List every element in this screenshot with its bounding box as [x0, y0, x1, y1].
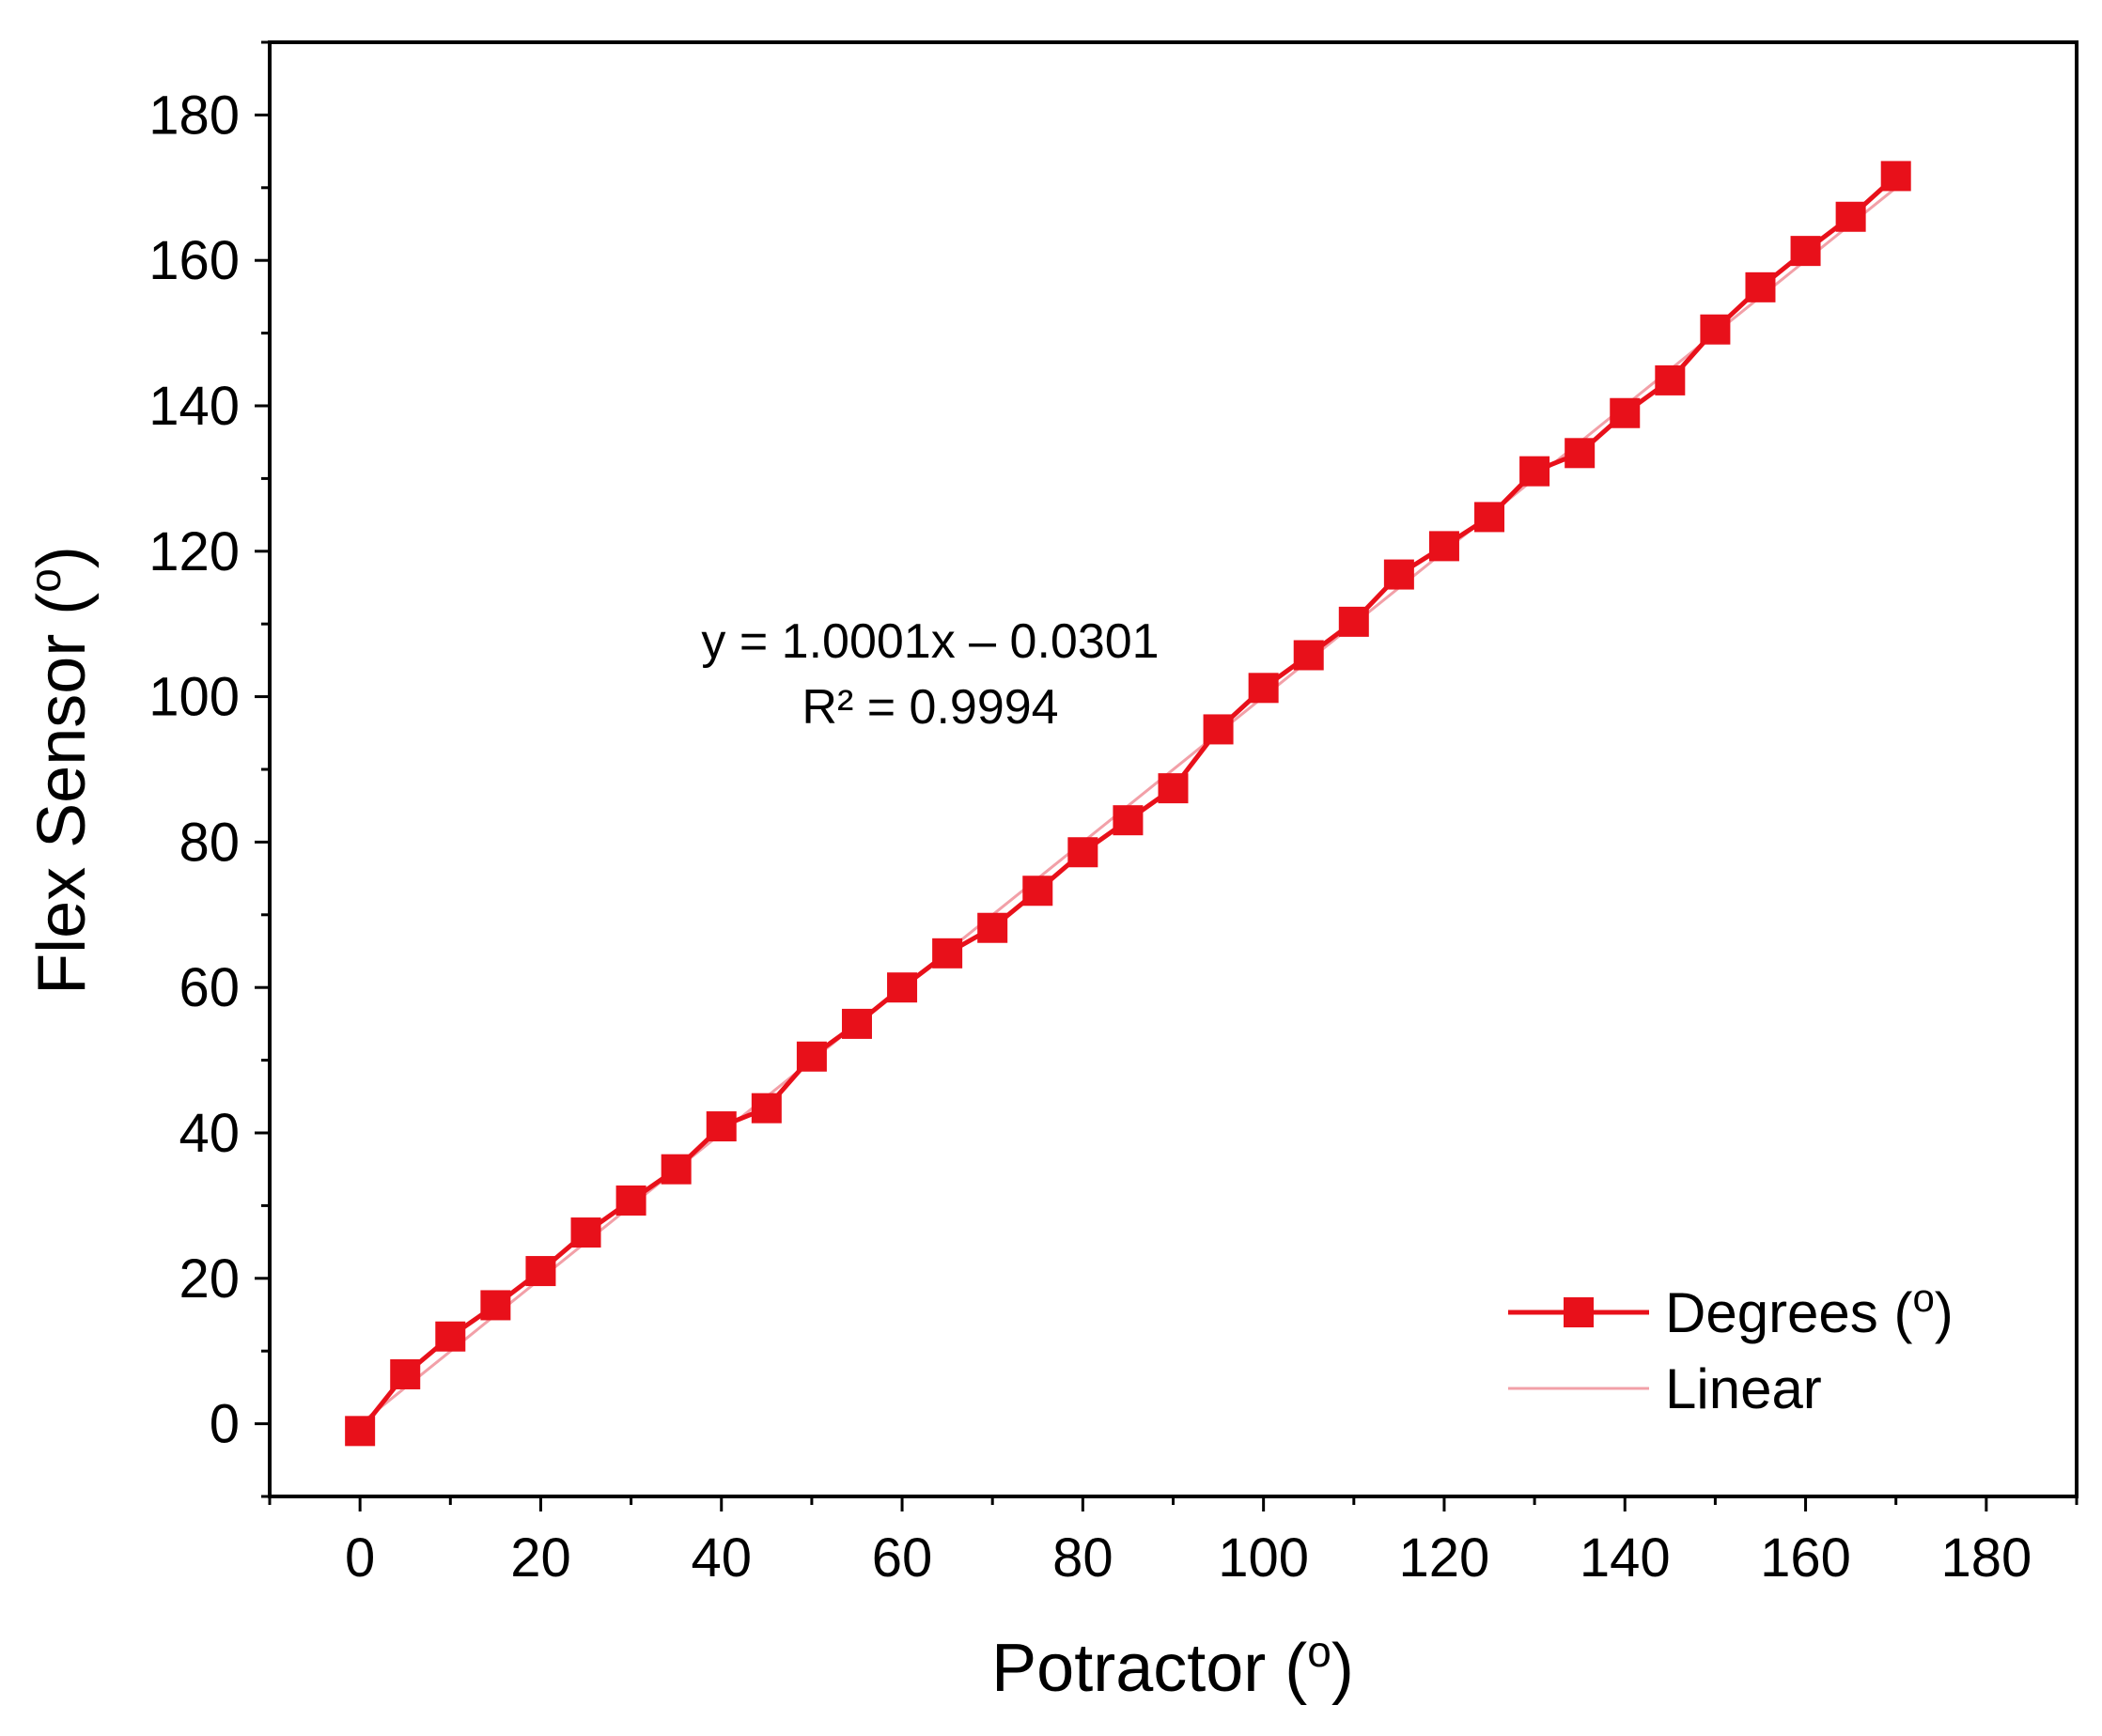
y-tick-label: 80: [179, 812, 240, 873]
y-axis-title-sup: o: [21, 568, 70, 593]
data-point-marker: [1067, 837, 1098, 868]
y-tick-label: 100: [148, 667, 240, 728]
x-tick-label: 60: [872, 1527, 933, 1589]
x-axis-title-close: ): [1331, 1631, 1354, 1706]
y-tick-label: 160: [148, 230, 240, 291]
data-point-marker: [751, 1093, 782, 1124]
y-tick-label: 60: [179, 957, 240, 1018]
x-axis-tick-labels: 0 20 40 60 80 100 120 140 160 180: [345, 1527, 2032, 1589]
y-tick-label: 40: [179, 1103, 240, 1164]
data-point-marker: [887, 972, 918, 1003]
legend-label-degrees-sup: o: [1912, 1276, 1934, 1320]
data-point-marker: [1428, 531, 1459, 562]
data-point-marker: [661, 1154, 692, 1185]
data-point-marker: [1293, 640, 1324, 671]
data-point-marker: [1655, 364, 1686, 395]
data-point-marker: [796, 1041, 827, 1072]
series-markers: [345, 161, 1911, 1447]
data-point-marker: [435, 1321, 466, 1352]
data-point-marker: [1790, 236, 1821, 267]
data-point-marker: [615, 1185, 646, 1216]
y-axis-tick-labels: 0 20 40 60 80 100 120 140 160 180: [148, 85, 240, 1454]
data-point-marker: [345, 1416, 376, 1447]
fit-equation: y = 1.0001x – 0.0301: [701, 614, 1159, 669]
legend-label-degrees-close: ): [1935, 1281, 1954, 1344]
y-tick-label: 120: [148, 521, 240, 582]
data-point-marker: [706, 1111, 737, 1142]
y-tick-label: 20: [179, 1248, 240, 1310]
data-point-marker: [1745, 271, 1776, 302]
x-axis-ticks: [268, 1496, 2079, 1511]
x-axis-title: Potractor (o): [991, 1627, 1354, 1706]
legend-label-degrees-text: Degrees (: [1665, 1281, 1912, 1344]
data-point-marker: [570, 1217, 601, 1248]
data-point-marker: [480, 1290, 511, 1321]
x-tick-label: 120: [1399, 1527, 1490, 1589]
data-point-marker: [1113, 805, 1144, 836]
x-axis-title-sup: o: [1307, 1627, 1331, 1676]
x-axis-title-text: Potractor (: [991, 1631, 1307, 1706]
data-point-marker: [841, 1008, 872, 1039]
data-point-marker: [1338, 606, 1369, 637]
y-axis-title-text: Flex Sensor (: [24, 593, 100, 995]
data-point-marker: [977, 912, 1008, 943]
data-point-marker: [1158, 773, 1189, 804]
data-point-marker: [1610, 397, 1641, 428]
data-point-marker: [525, 1256, 556, 1287]
legend-label-degrees: Degrees (o): [1665, 1276, 1954, 1344]
y-tick-label: 0: [210, 1394, 240, 1455]
x-tick-label: 0: [345, 1527, 375, 1589]
data-point-marker: [1880, 161, 1911, 192]
y-axis-title-close: ): [24, 546, 100, 568]
y-tick-label: 140: [148, 376, 240, 437]
x-tick-label: 180: [1940, 1527, 2032, 1589]
legend-label-linear: Linear: [1665, 1357, 1822, 1420]
x-tick-label: 160: [1760, 1527, 1851, 1589]
data-point-marker: [1383, 559, 1414, 590]
y-tick-label: 180: [148, 85, 240, 146]
x-tick-label: 20: [510, 1527, 571, 1589]
data-point-marker: [1835, 201, 1866, 232]
data-point-marker: [1700, 314, 1731, 345]
x-tick-label: 80: [1052, 1527, 1113, 1589]
data-point-marker: [1519, 456, 1550, 487]
x-tick-label: 40: [691, 1527, 752, 1589]
y-axis-title: Flex Sensor (o): [21, 546, 100, 995]
fit-r-squared: R² = 0.9994: [802, 680, 1058, 735]
data-point-marker: [932, 938, 963, 969]
data-point-marker: [1022, 876, 1053, 907]
data-point-marker: [1203, 714, 1234, 745]
data-point-marker: [1474, 502, 1505, 533]
data-point-marker: [390, 1358, 421, 1389]
legend-marker-degrees: [1564, 1297, 1594, 1327]
legend: Degrees (o) Linear: [1508, 1276, 1954, 1420]
data-point-marker: [1565, 438, 1596, 469]
x-tick-label: 100: [1218, 1527, 1309, 1589]
y-axis-ticks: [255, 40, 270, 1498]
x-tick-label: 140: [1580, 1527, 1671, 1589]
data-point-marker: [1248, 673, 1279, 704]
